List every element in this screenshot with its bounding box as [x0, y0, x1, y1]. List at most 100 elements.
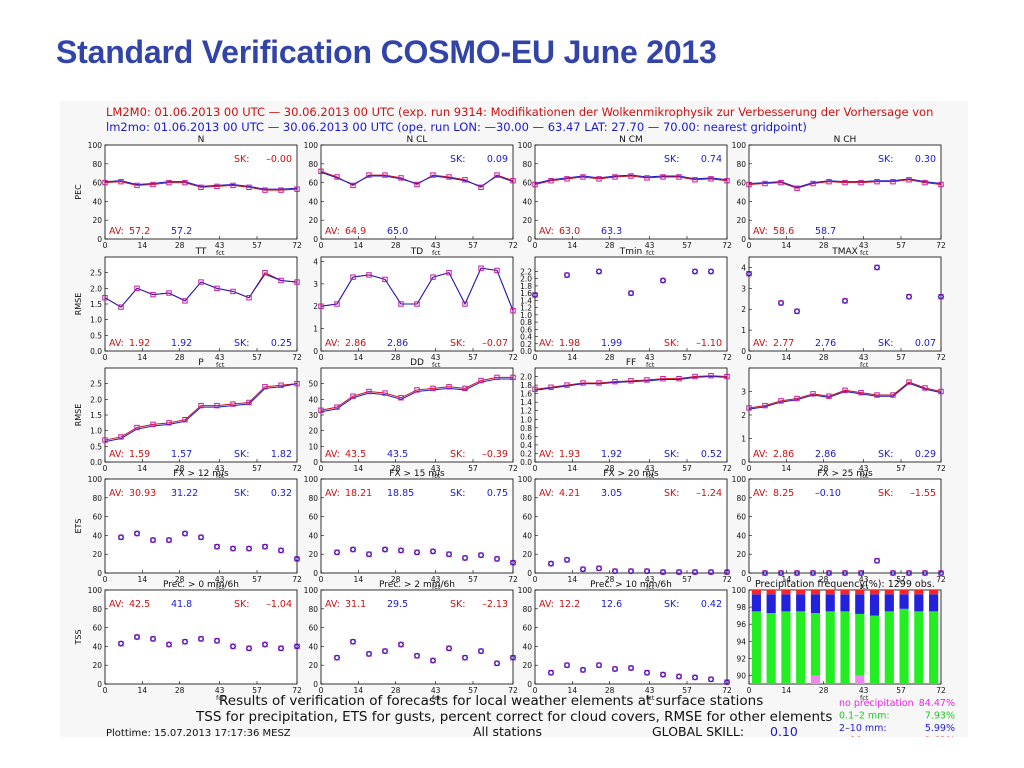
chart-panel-4: N CH 0 20 40 60 80 100 0 14 28 43 57 72 fct SK: 0.30 AV:… [732, 135, 946, 257]
x-tick-label: 14 [138, 353, 148, 362]
x-axis-label: fct [860, 249, 869, 257]
data-point-ope [429, 548, 437, 555]
y-tick-label: 60 [522, 179, 532, 188]
x-axis-label: fct [860, 694, 869, 702]
data-point-ope [563, 661, 571, 669]
x-tick-label: 28 [605, 241, 615, 250]
av-exp-value: 12.2 [559, 599, 580, 610]
x-tick-label: 72 [936, 353, 946, 362]
series-line-ope [748, 382, 942, 410]
x-tick-label: 28 [819, 241, 829, 250]
y-tick-label: 0 [313, 458, 318, 467]
x-tick-label: 72 [292, 464, 302, 473]
bar-segment [766, 590, 776, 595]
data-point [350, 182, 356, 189]
x-axis-label: fct [646, 694, 655, 702]
data-point [580, 380, 586, 386]
av-label: AV: [325, 488, 340, 499]
data-point-ope [333, 654, 341, 661]
y-tick-label: 80 [92, 605, 102, 614]
x-tick-label: 28 [819, 353, 829, 362]
data-point [246, 295, 252, 301]
x-tick-label: 0 [533, 241, 538, 250]
av-label: AV: [109, 338, 124, 349]
data-point-ope [117, 534, 125, 541]
y-tick-label: 40 [308, 531, 318, 540]
av-label: AV: [325, 338, 340, 349]
data-point [350, 393, 356, 399]
data-point [230, 182, 236, 189]
data-point [564, 176, 570, 182]
x-tick-label: 72 [508, 575, 518, 584]
panel-title: TMAX [831, 247, 858, 257]
y-tick-label: 80 [308, 605, 318, 614]
data-point-ope [365, 650, 373, 658]
av-exp-value: 58.6 [773, 226, 794, 237]
x-tick-label: 28 [605, 464, 615, 473]
global-skill-value: 0.10 [770, 724, 798, 737]
chart-panel-7: Tmin 0.00.20.40.60.81.01.21.41.61.82.02.2… [520, 247, 732, 369]
series-line-ope [104, 180, 298, 190]
av-exp-value: 30.93 [129, 488, 156, 499]
data-point-ope [349, 546, 357, 553]
x-tick-label: 57 [896, 241, 906, 250]
av-label: AV: [753, 338, 768, 349]
series-line-exp [320, 376, 513, 411]
x-axis-label: fct [432, 361, 441, 369]
av-ope-value: 43.5 [387, 449, 408, 460]
series-line-ope [320, 378, 513, 413]
av-label: AV: [753, 488, 768, 499]
av-exp-value: 64.9 [345, 226, 366, 237]
sk-value: –1.04 [266, 599, 292, 610]
legend-value: 1.62% [925, 736, 955, 738]
data-point [826, 393, 832, 399]
data-point-ope [707, 268, 715, 275]
y-tick-label: 100 [304, 141, 319, 150]
plot-area [748, 144, 942, 240]
y-tick-label: 40 [92, 642, 102, 651]
y-tick-label: 80 [92, 494, 102, 503]
data-point [446, 174, 452, 180]
x-axis-label: fct [432, 694, 441, 702]
data-point [478, 265, 484, 271]
legend-label: no precipitation [839, 698, 914, 709]
x-tick-label: 72 [722, 464, 732, 473]
data-point [262, 269, 268, 276]
x-tick-label: 28 [175, 241, 185, 250]
data-point [230, 288, 236, 295]
y-tick-label: 0 [97, 235, 102, 244]
plot-area [534, 367, 728, 463]
bar-segment [825, 611, 835, 684]
footer-title: Results of verification of forecasts for… [219, 693, 763, 709]
data-point-ope [149, 536, 157, 544]
header-line-2: lm2mo: 01.06.2013 00 UTC — 30.06.2013 00… [106, 120, 807, 134]
data-point [890, 392, 896, 398]
av-label: AV: [109, 599, 124, 610]
y-tick-label: 60 [736, 513, 746, 522]
y-tick-label: 0.5 [90, 331, 102, 340]
bar-segment [899, 594, 909, 609]
precip-legend: no precipitation 84.47% 0.1–2 mm: 7.93% 2–10… [839, 698, 955, 737]
data-point [922, 179, 928, 186]
y-tick-label: 1 [741, 435, 746, 444]
x-tick-label: 57 [682, 464, 692, 473]
bar-segment [929, 594, 939, 612]
panel-title: Prec. > 10 mm/6h [590, 580, 672, 590]
sk-label: SK: [664, 154, 679, 165]
legend-label: 2–10 mm: [839, 723, 887, 734]
data-point [182, 417, 188, 423]
y-tick-label: 60 [308, 513, 318, 522]
bar-segment [855, 594, 865, 614]
x-tick-label: 57 [252, 353, 262, 362]
y-tick-label: 1.0 [90, 316, 102, 325]
panel-title: FX > 12 m/s [173, 469, 229, 479]
data-point [102, 295, 108, 301]
plottime-label: Plottime: 15.07.2013 17:17:36 MESZ [106, 728, 291, 737]
y-tick-label: 20 [522, 550, 532, 559]
x-tick-label: 0 [747, 353, 752, 362]
data-point-ope [149, 635, 157, 643]
x-tick-label: 57 [252, 241, 262, 250]
x-tick-label: 0 [319, 464, 324, 473]
av-ope-value: 2.76 [815, 338, 836, 349]
bar-segment [781, 590, 791, 595]
